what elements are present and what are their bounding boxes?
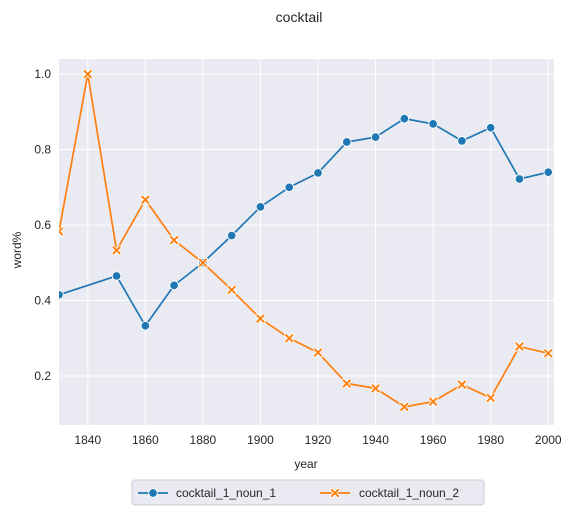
x-tick-label: 1860 xyxy=(132,433,159,447)
data-point xyxy=(313,347,324,358)
y-tick-label: 1.0 xyxy=(34,67,51,81)
data-point xyxy=(284,333,295,344)
legend-marker xyxy=(330,488,340,498)
legend-item: cocktail_1_noun_1 xyxy=(138,486,276,500)
data-point xyxy=(140,194,151,205)
data-point xyxy=(140,321,151,331)
data-point xyxy=(341,378,352,389)
legend-label: cocktail_1_noun_1 xyxy=(176,486,276,500)
data-point xyxy=(255,313,266,324)
data-point xyxy=(456,379,467,390)
x-tick-label: 1960 xyxy=(420,433,447,447)
data-point xyxy=(226,230,237,241)
data-point xyxy=(514,174,525,184)
x-tick-label: 1940 xyxy=(362,433,389,447)
data-point xyxy=(370,132,381,142)
data-point xyxy=(399,113,410,124)
series-layer xyxy=(59,69,554,412)
plot-background xyxy=(59,59,554,425)
chart-title: cocktail xyxy=(276,9,323,25)
data-point xyxy=(59,290,64,300)
data-point xyxy=(197,257,208,268)
x-tick-label: 2000 xyxy=(535,433,562,447)
data-point xyxy=(399,401,410,412)
legend-items: cocktail_1_noun_1 cocktail_1_noun_2 xyxy=(138,486,459,500)
data-point xyxy=(169,235,180,246)
data-point xyxy=(428,396,439,407)
x-tick-label: 1920 xyxy=(305,433,332,447)
y-tick-label: 0.4 xyxy=(34,293,51,307)
data-point xyxy=(457,136,467,146)
y-tick-label: 0.2 xyxy=(34,369,51,383)
y-tick-label: 0.6 xyxy=(34,218,51,232)
data-point xyxy=(428,119,438,129)
data-point xyxy=(59,226,64,237)
data-point xyxy=(111,245,122,256)
data-point xyxy=(313,168,323,178)
data-point xyxy=(514,341,525,352)
series-line xyxy=(59,73,550,408)
series-cocktail_1_noun_2 xyxy=(59,69,554,412)
x-tick-label: 1840 xyxy=(74,433,101,447)
data-point xyxy=(226,284,237,295)
data-point xyxy=(485,392,496,403)
x-tick-label: 1880 xyxy=(190,433,217,447)
plot-area xyxy=(59,59,554,425)
data-point xyxy=(169,280,179,291)
y-axis-ticks: 0.2 0.4 0.6 0.8 1.0 xyxy=(34,67,51,383)
legend: cocktail_1_noun_1 cocktail_1_noun_2 xyxy=(131,479,485,506)
data-point xyxy=(543,348,554,359)
legend-item: cocktail_1_noun_2 xyxy=(320,486,459,500)
data-point xyxy=(255,202,266,212)
data-point xyxy=(543,167,553,177)
data-point xyxy=(342,137,352,147)
legend-marker xyxy=(148,488,158,498)
legend-frame xyxy=(131,479,485,506)
data-point xyxy=(284,182,294,193)
legend-label: cocktail_1_noun_2 xyxy=(359,486,459,500)
x-axis-ticks: 1840 1860 1880 1900 1920 1940 1960 1980 2000 xyxy=(74,433,561,447)
x-tick-label: 1980 xyxy=(477,433,504,447)
y-axis-label: word% xyxy=(10,231,24,269)
x-tick-label: 1900 xyxy=(247,433,274,447)
y-tick-label: 0.8 xyxy=(34,143,51,157)
data-point xyxy=(370,383,381,394)
data-point xyxy=(82,69,93,80)
x-axis-label: year xyxy=(294,457,317,471)
grid xyxy=(59,59,554,425)
data-point xyxy=(485,122,496,133)
data-point xyxy=(111,271,122,281)
